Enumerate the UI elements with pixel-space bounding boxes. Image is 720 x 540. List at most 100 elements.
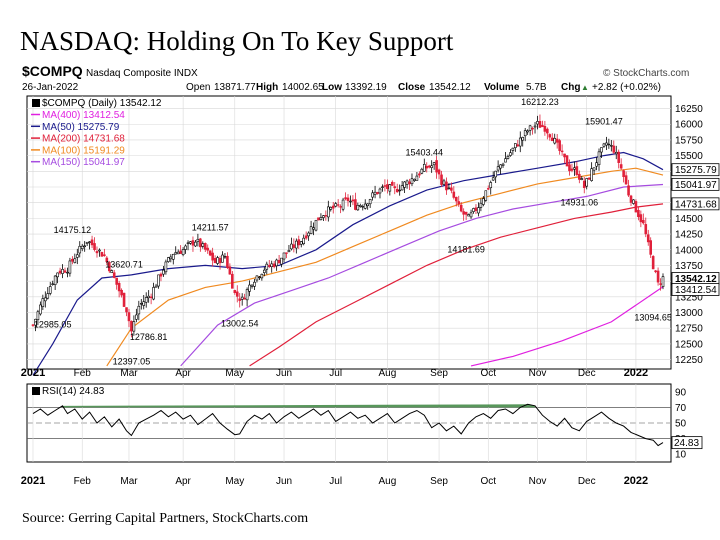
candle-body [632,199,635,204]
rsi-x-axis: 2021 Feb Mar Apr May Jun Jul Aug Sep Oct Nov Dec 202… [21,475,648,487]
quote-date: 26-Jan-2022 [22,82,79,93]
open-value: 13871.77 [214,82,256,93]
candle-body [103,254,106,257]
candle-body [206,247,210,251]
candle-body [73,258,77,263]
price-tag: 13412.54 [675,285,717,296]
x-tick-label: Mar [120,476,138,487]
candle-body [39,304,42,315]
candle-body [445,181,448,191]
candle-body [265,263,269,270]
candle-body [275,259,278,267]
x-tick-label: 2021 [21,367,45,379]
y-tick-label: 13750 [675,261,703,272]
candle-body [44,297,47,302]
candle-body [292,244,296,248]
ma-line-ma50 [32,151,664,376]
price-tag-box [671,197,720,211]
candle-body [56,272,59,278]
candle-body [605,142,608,146]
candle-body [514,143,517,148]
candle-body [169,256,173,260]
candle-body [644,224,648,235]
candle-body [93,243,96,250]
candle-body [469,212,473,218]
price-tag: 14731.68 [675,199,717,210]
candle-body [363,203,367,209]
price-annotation: 16212.23 [521,97,559,107]
rsi-path [32,403,664,447]
candle-body [238,298,242,301]
candle-body [243,297,246,300]
candle-body [486,188,490,190]
rsi-panel [26,383,672,463]
candle-body [46,293,50,299]
candle-body [607,143,611,146]
candle-body [373,191,377,195]
candle-body [221,254,224,263]
candle-body [649,240,652,255]
x-tick-label: Oct [480,368,496,379]
y-tick-label: 14000 [675,245,703,256]
x-tick-label: Nov [529,476,547,487]
x-tick-label: Jul [329,476,342,487]
price-annotation: 15901.47 [585,116,623,126]
moving-averages [32,151,664,376]
candle-body [661,276,665,287]
candle-body [376,191,379,195]
price-tag: 13542.12 [675,274,717,285]
page-title: NASDAQ: Holding On To Key Support [20,26,454,56]
price-annotation: 12397.05 [113,356,151,366]
x-tick-label: Feb [74,476,92,487]
candle-body [472,208,475,212]
candle-body [263,269,266,273]
rsi-swatch [32,387,40,395]
candle-body [135,314,138,320]
price-annotation: 13620.71 [105,260,143,270]
legend-title: $COMPQ (Daily) 13542.12 [42,98,162,109]
price-x-axis: 2021 Feb Mar Apr May Jun Jul Aug Sep Oct Nov Dec 202… [21,367,648,379]
candle-body [117,282,121,292]
rsi-label: RSI(14) 24.83 [42,386,105,397]
x-tick-label: Aug [378,368,396,379]
candle-body [646,234,650,243]
candle-body [602,143,606,147]
ma-line-ma100 [106,167,664,367]
candle-body [142,301,146,306]
candle-body [479,202,483,208]
candle-body [223,256,227,258]
candle-body [642,219,645,224]
price-annotation: 14931.06 [561,197,599,207]
candle-body [413,178,416,181]
candle-body [66,271,69,274]
candle-body [233,290,237,294]
candle-body [344,197,347,200]
candle-body [139,303,143,305]
candle-body [546,128,549,134]
candle-body [509,152,512,156]
candle-body [464,211,468,215]
candle-body [548,134,552,138]
candle-body [526,130,529,133]
candle-body [491,177,495,181]
candle-body [191,240,195,246]
x-tick-label: Dec [578,368,596,379]
candle-body [595,162,598,167]
candle-body [351,199,355,202]
candle-body [245,289,249,301]
candle-body [71,258,74,262]
candle-body [307,232,310,237]
candle-body [440,174,443,185]
candle-body [496,166,500,171]
candle-body [654,270,657,273]
candle-body [61,269,64,274]
price-tag: 15041.97 [675,180,717,191]
candle-body [422,164,426,172]
chg-arrow: ▲ [581,83,589,92]
candle-body [58,270,62,274]
chg-value: +2.82 (+0.02%) [592,82,661,93]
candle-body [196,238,200,242]
candle-body [582,180,586,188]
candle-body [258,276,261,279]
